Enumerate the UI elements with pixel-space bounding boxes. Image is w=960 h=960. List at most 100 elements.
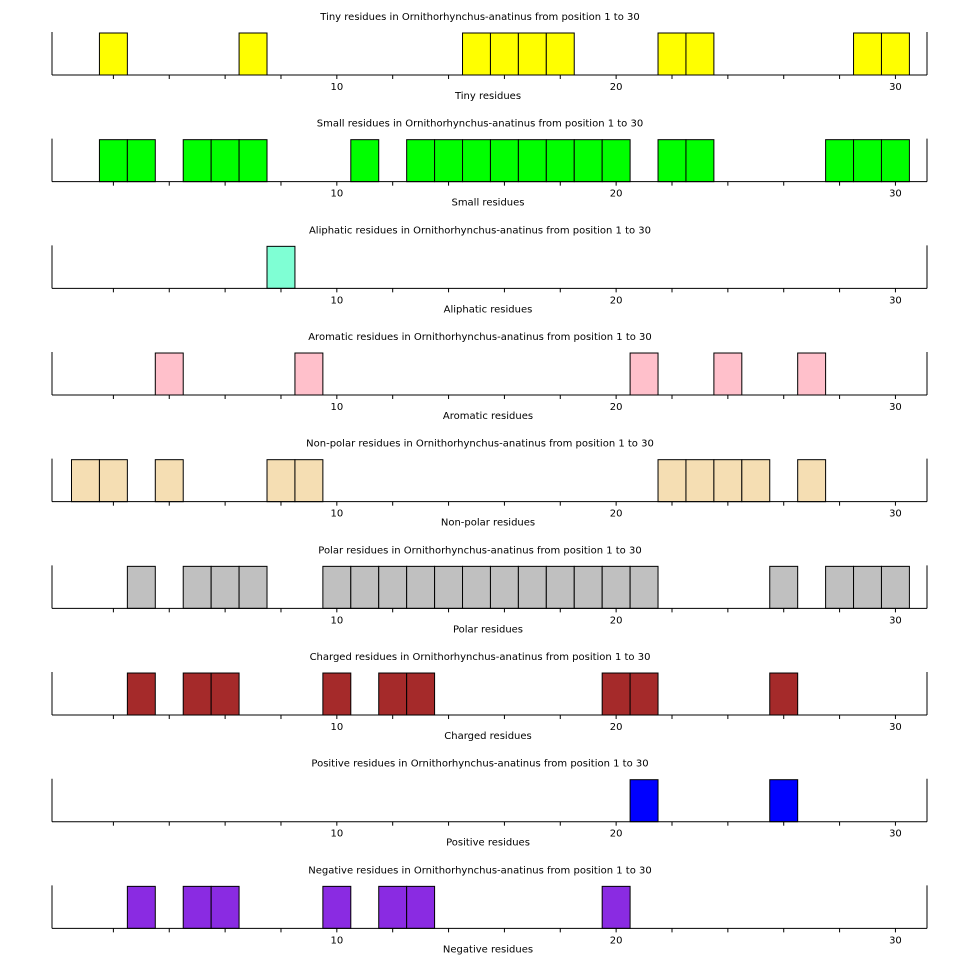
residue-bar [601,672,631,716]
x-tick-label: 10 [330,615,343,626]
residue-bar [238,565,268,609]
x-tick-label: 30 [889,402,902,413]
x-tick-label: 30 [889,82,902,93]
chart-title: Polar residues in Ornithorhynchus-anatin… [318,545,641,556]
residue-bar [601,885,631,929]
residue-bar [322,565,352,609]
x-tick-label: 20 [610,82,623,93]
residue-bar [825,565,855,609]
residue-bar [434,565,464,609]
residue-bar [182,672,212,716]
x-tick-label: 20 [610,829,623,840]
residue-bar [880,139,910,183]
residue-bar [210,672,240,716]
x-axis-label: Aromatic residues [443,411,533,422]
residue-panel: Aromatic residues in Ornithorhynchus-ana… [51,332,928,422]
residue-bar [350,139,380,183]
x-axis-label: Positive residues [446,838,530,849]
residue-bar [880,565,910,609]
residue-panel: Aliphatic residues in Ornithorhynchus-an… [51,225,928,315]
residue-bar [182,565,212,609]
residue-panel: Positive residues in Ornithorhynchus-ana… [51,759,928,849]
residue-bar [797,352,827,396]
residue-panel: Polar residues in Ornithorhynchus-anatin… [51,545,928,635]
residue-panel: Negative residues in Ornithorhynchus-ana… [51,865,928,955]
x-tick-label: 10 [330,402,343,413]
residue-bar [629,779,659,823]
x-tick-label: 10 [330,295,343,306]
x-axis-label: Small residues [451,198,524,209]
x-axis-label: Negative residues [443,944,533,955]
residue-bar [601,139,631,183]
residue-bar [545,139,575,183]
residue-bar [489,565,519,609]
residue-bar [71,459,100,503]
residue-bar [573,139,603,183]
residue-bar [294,352,324,396]
residue-bar [154,352,184,396]
residue-bar [517,139,547,183]
residue-bar [657,459,687,503]
residue-bar [825,139,855,183]
chart-title: Non-polar residues in Ornithorhynchus-an… [306,439,654,450]
residue-bar [713,459,743,503]
residue-bar [98,32,128,76]
x-tick-label: 30 [889,615,902,626]
residue-bar [769,672,799,716]
residue-bar [406,565,436,609]
residue-bar [210,139,240,183]
residue-bar [294,459,324,503]
residue-bar [685,459,715,503]
residue-bar [880,32,910,76]
residue-bar [573,565,603,609]
x-tick-label: 10 [330,189,343,200]
residue-bar [266,245,296,289]
x-axis-label: Tiny residues [454,91,521,102]
residue-bar [853,139,882,183]
x-tick-label: 30 [889,509,902,520]
residue-bar [489,139,519,183]
residue-bar [713,352,743,396]
residue-bar [378,885,408,929]
chart-title: Negative residues in Ornithorhynchus-ana… [308,865,652,876]
residue-panel: Non-polar residues in Ornithorhynchus-an… [51,439,928,529]
residue-bar [657,139,687,183]
residue-bar [238,139,268,183]
residue-bar [685,32,715,76]
residue-bar [629,565,659,609]
residue-bar [126,565,156,609]
residue-bar [182,885,212,929]
residue-bar [238,32,268,76]
residue-bar [853,32,882,76]
x-tick-label: 30 [889,295,902,306]
x-tick-label: 10 [330,82,343,93]
residue-bar [322,885,352,929]
residue-bar [406,139,436,183]
x-tick-label: 10 [330,722,343,733]
x-tick-label: 30 [889,189,902,200]
residue-bar [378,565,408,609]
chart-title: Charged residues in Ornithorhynchus-anat… [310,652,651,663]
x-tick-label: 10 [330,829,343,840]
chart-title: Positive residues in Ornithorhynchus-ana… [311,759,648,770]
residue-bar [182,139,212,183]
chart-title: Aromatic residues in Ornithorhynchus-ana… [308,332,652,343]
x-tick-label: 30 [889,935,902,946]
residue-bar [462,32,491,76]
residue-bar [853,565,882,609]
chart-title: Small residues in Ornithorhynchus-anatin… [317,119,643,130]
x-tick-label: 20 [610,402,623,413]
x-tick-label: 20 [610,509,623,520]
residue-bar [406,672,436,716]
residue-bar [769,565,799,609]
residue-bar [98,459,128,503]
residue-bar [797,459,827,503]
residue-bar [210,565,240,609]
residue-bar [629,672,659,716]
chart-title: Tiny residues in Ornithorhynchus-anatinu… [319,12,639,23]
residue-bar [601,565,631,609]
residue-bar [350,565,380,609]
residue-bar [126,139,156,183]
residue-bar [545,565,575,609]
